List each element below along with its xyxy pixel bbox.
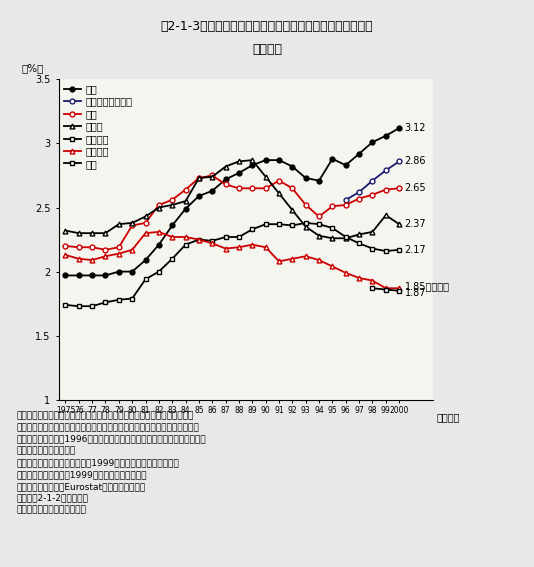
Text: 2.86: 2.86: [405, 156, 426, 166]
Text: 注）　１．国際比較を行うため、各国とも人文・社会科学を含めている。
　　　　　なお、日本については自然科学のみの値を併せて表示している。
　　　２．日本は、19: 注） １．国際比較を行うため、各国とも人文・社会科学を含めている。 なお、日本に…: [16, 411, 206, 514]
Text: （%）: （%）: [21, 63, 44, 73]
Text: 2.17: 2.17: [405, 245, 426, 255]
Text: 1.85（ＥＵ）: 1.85（ＥＵ）: [405, 281, 450, 291]
Text: 3.12: 3.12: [405, 123, 426, 133]
Text: （年度）: （年度）: [436, 413, 460, 422]
Text: 1.87: 1.87: [405, 289, 426, 298]
Legend: 日本, 日本（自然科学）, 米国, ドイツ, フランス, イギリス, ＥＵ: 日本, 日本（自然科学）, 米国, ドイツ, フランス, イギリス, ＥＵ: [61, 82, 135, 171]
Text: 比の推移: 比の推移: [252, 43, 282, 56]
Text: 第2-1-3図　主要国おける研究費の対国内総生産（ＧＤＰ）: 第2-1-3図 主要国おける研究費の対国内総生産（ＧＤＰ）: [161, 20, 373, 33]
Text: 2.37: 2.37: [405, 219, 426, 229]
Text: 2.65: 2.65: [405, 183, 426, 193]
